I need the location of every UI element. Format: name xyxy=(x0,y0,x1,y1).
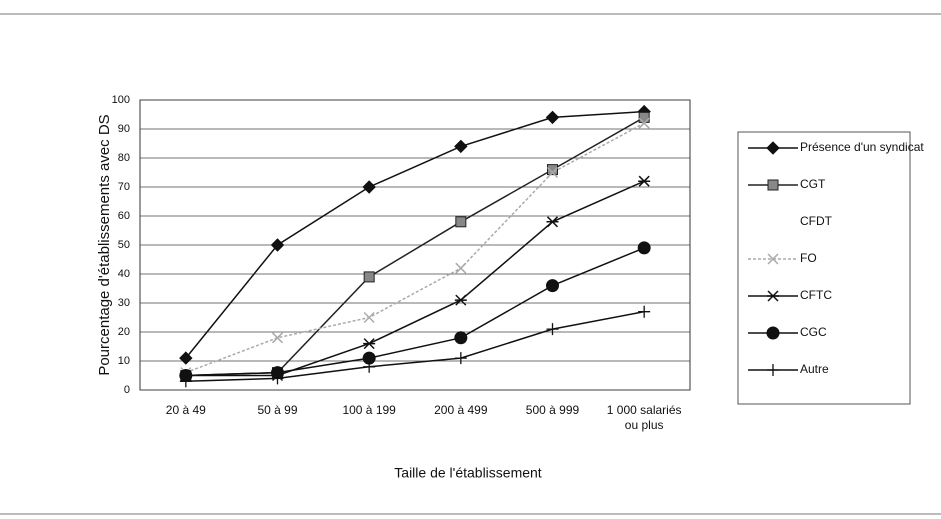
x-tick-label: 200 à 499 xyxy=(434,403,488,417)
y-tick-label: 80 xyxy=(118,152,130,164)
series-line xyxy=(185,247,645,377)
legend-label: FO xyxy=(800,251,817,265)
marker xyxy=(638,111,650,123)
marker xyxy=(362,180,376,194)
legend-label: CGT xyxy=(800,177,826,191)
x-tick-label: 500 à 999 xyxy=(525,403,580,417)
marker xyxy=(637,241,651,255)
marker xyxy=(547,164,558,176)
marker xyxy=(455,262,467,274)
marker xyxy=(638,305,651,318)
marker xyxy=(179,351,193,365)
marker xyxy=(271,372,284,385)
legend-label: CFDT xyxy=(800,214,833,228)
marker xyxy=(638,117,650,129)
y-tick-label: 20 xyxy=(118,326,130,338)
marker xyxy=(546,166,559,179)
marker xyxy=(545,110,560,125)
marker xyxy=(454,139,468,154)
marker xyxy=(363,338,376,350)
marker xyxy=(546,323,559,336)
series-line xyxy=(185,180,645,377)
marker xyxy=(270,238,285,252)
series-line xyxy=(185,122,645,374)
legend-label: Autre xyxy=(800,362,829,376)
legend-marker xyxy=(767,290,779,302)
y-tick-label: 60 xyxy=(118,210,130,222)
legend-marker xyxy=(767,179,779,191)
marker xyxy=(454,352,467,365)
marker xyxy=(363,311,375,324)
y-tick-label: 50 xyxy=(118,239,130,251)
x-tick-label: 1 000 salariés ou plus xyxy=(606,403,682,432)
series-line xyxy=(185,310,645,383)
y-tick-label: 90 xyxy=(118,123,130,135)
marker xyxy=(546,279,559,293)
marker xyxy=(454,331,468,345)
x-axis-title: Taille de l'établissement xyxy=(394,465,542,481)
y-tick-label: 0 xyxy=(124,384,130,396)
marker xyxy=(546,216,559,228)
y-tick-label: 30 xyxy=(118,297,130,309)
x-tick-label: 100 à 199 xyxy=(342,403,396,417)
legend-marker xyxy=(767,364,779,376)
legend-label: Présence d'un syndicat xyxy=(800,140,924,154)
y-tick-label: 40 xyxy=(118,268,130,280)
marker xyxy=(454,294,467,306)
legend-label: CFTC xyxy=(800,288,832,302)
marker xyxy=(455,216,467,228)
legend-box xyxy=(737,131,911,405)
marker xyxy=(271,332,284,344)
series-line xyxy=(185,110,645,359)
legend-marker xyxy=(767,253,779,265)
legend-marker xyxy=(766,141,780,155)
y-tick-label: 70 xyxy=(118,181,130,193)
marker xyxy=(179,375,192,388)
y-tick-label: 10 xyxy=(118,355,130,367)
legend-label: CGC xyxy=(800,325,827,339)
marker xyxy=(363,360,376,373)
y-axis-title: Pourcentage d'établissements avec DS xyxy=(96,114,113,375)
y-tick-label: 100 xyxy=(112,94,130,106)
marker xyxy=(363,271,375,283)
marker xyxy=(638,175,651,187)
legend-marker xyxy=(766,326,780,340)
x-tick-label: 20 à 49 xyxy=(165,403,206,417)
series-line xyxy=(185,116,645,377)
x-tick-label: 50 à 99 xyxy=(257,403,298,417)
